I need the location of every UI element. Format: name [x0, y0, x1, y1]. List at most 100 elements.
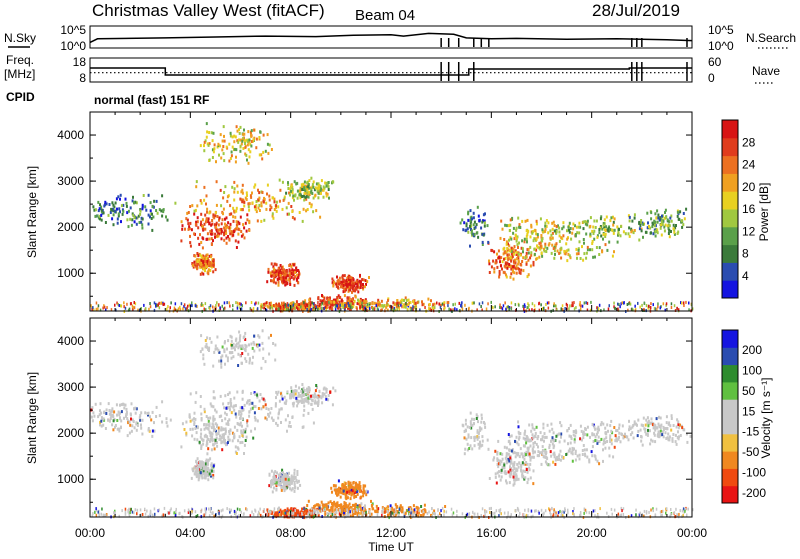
power-cell-583 — [250, 196, 252, 199]
velocity-cell-136 — [268, 336, 270, 339]
power-cell-3 — [141, 223, 143, 226]
power-cell-2699 — [195, 305, 197, 308]
power-cell-2199 — [576, 257, 578, 260]
power-cell-1743 — [488, 260, 490, 263]
velocity-cell-150 — [247, 353, 249, 356]
power-cell-2418 — [296, 303, 298, 306]
power-cell-1197 — [348, 289, 350, 292]
power-cell-2633 — [312, 301, 314, 304]
velocity-cell-624 — [327, 398, 329, 401]
power-cell-556 — [283, 199, 285, 202]
velocity-cell-148 — [274, 344, 276, 347]
power-cell-1979 — [628, 232, 630, 235]
power-cell-43 — [150, 201, 152, 204]
power-cell-2793 — [149, 302, 151, 305]
power-cell-1036 — [297, 269, 299, 272]
velocity-cell-729 — [321, 401, 323, 404]
velocity-cell-1195 — [352, 489, 354, 492]
power-colorbar-band-9 — [722, 120, 738, 138]
power-cell-985 — [270, 271, 272, 274]
power-cell-235 — [244, 142, 246, 145]
power-cell-1761 — [496, 253, 498, 256]
power-cell-63 — [94, 215, 96, 218]
velocity-cell-95 — [150, 418, 152, 421]
power-cell-1438 — [427, 298, 429, 301]
velocity-cell-1823 — [560, 424, 562, 427]
power-cell-2126 — [677, 211, 679, 214]
velocity-cell-241 — [261, 342, 263, 345]
power-cell-2466 — [454, 307, 456, 310]
velocity-cell-1970 — [618, 432, 620, 435]
velocity-cell-949 — [297, 487, 299, 490]
power-cell-1015 — [281, 266, 283, 269]
power-cell-578 — [303, 208, 305, 211]
power-cell-190 — [267, 133, 269, 136]
power-cell-587 — [224, 185, 226, 188]
power-cell-2794 — [491, 301, 493, 304]
velocity-cell-1734 — [529, 463, 531, 466]
power-cell-193 — [212, 156, 214, 159]
power-cell-2726 — [266, 301, 268, 304]
freq-label-1: Freq. — [6, 53, 34, 67]
power-cell-1159 — [332, 285, 334, 288]
velocity-cell-439 — [196, 431, 198, 434]
velocity-cell-89 — [95, 403, 97, 406]
power-cell-128 — [101, 209, 103, 212]
velocity-cell-205 — [253, 343, 255, 346]
power-cell-2306 — [148, 308, 150, 311]
velocity-cell-154 — [270, 334, 272, 337]
power-cell-12 — [120, 220, 122, 223]
velocity-cell-674 — [315, 389, 317, 392]
power-cell-2169 — [467, 227, 469, 230]
power-cell-615 — [328, 197, 330, 200]
velocity-cell-139 — [232, 355, 234, 358]
velocity-cell-8 — [140, 424, 142, 427]
velocity-cell-94 — [99, 413, 101, 416]
power-cell-2715 — [92, 306, 94, 309]
power-cell-1485 — [417, 301, 419, 304]
velocity-cell-876 — [195, 460, 197, 463]
power-cell-2269 — [553, 247, 555, 250]
velocity-cell-541 — [249, 399, 251, 402]
power-cell-1208 — [349, 276, 351, 279]
velocity-cell-1155 — [360, 496, 362, 499]
velocity-cell-351 — [224, 417, 226, 420]
velocity-cell-547 — [277, 424, 279, 427]
power-cell-1040 — [266, 280, 268, 283]
power-cell-9 — [126, 202, 128, 205]
power-cell-324 — [212, 213, 214, 216]
power-cell-2118 — [670, 230, 672, 233]
velocity-cell-281 — [213, 423, 215, 426]
power-cell-2464 — [562, 304, 564, 307]
power-cell-2719 — [178, 307, 180, 310]
power-cell-1838 — [550, 234, 552, 237]
power-cell-255 — [251, 140, 253, 143]
velocity-cell-1863 — [546, 436, 548, 439]
velocity-cell-130 — [125, 413, 127, 416]
power-cell-2226 — [533, 248, 535, 251]
power-cell-429 — [215, 226, 217, 229]
power-cell-428 — [211, 233, 213, 236]
velocity-cell-1949 — [582, 432, 584, 435]
power-cell-441 — [217, 235, 219, 238]
power-cell-1985 — [558, 227, 560, 230]
velocity-cell-2005 — [614, 439, 616, 442]
velocity-cell-1984 — [611, 442, 613, 445]
power-cell-2323 — [324, 307, 326, 310]
power-cell-706 — [287, 181, 289, 184]
power-cell-478 — [232, 207, 234, 210]
power-cell-855 — [205, 263, 207, 266]
power-cell-1939 — [598, 231, 600, 234]
velocity-cell-483 — [254, 411, 256, 414]
velocity-cell-340 — [235, 445, 237, 448]
power-cell-2111 — [648, 225, 650, 228]
power-cell-2718 — [685, 301, 687, 304]
power-cell-357 — [190, 245, 192, 248]
power-cell-1782 — [500, 220, 502, 223]
power-cell-1954 — [620, 225, 622, 228]
velocity-cell-1046 — [291, 480, 293, 483]
velocity-cell-60 — [131, 402, 133, 405]
velocity-cell-549 — [246, 401, 248, 404]
velocity-cell-1998 — [598, 436, 600, 439]
